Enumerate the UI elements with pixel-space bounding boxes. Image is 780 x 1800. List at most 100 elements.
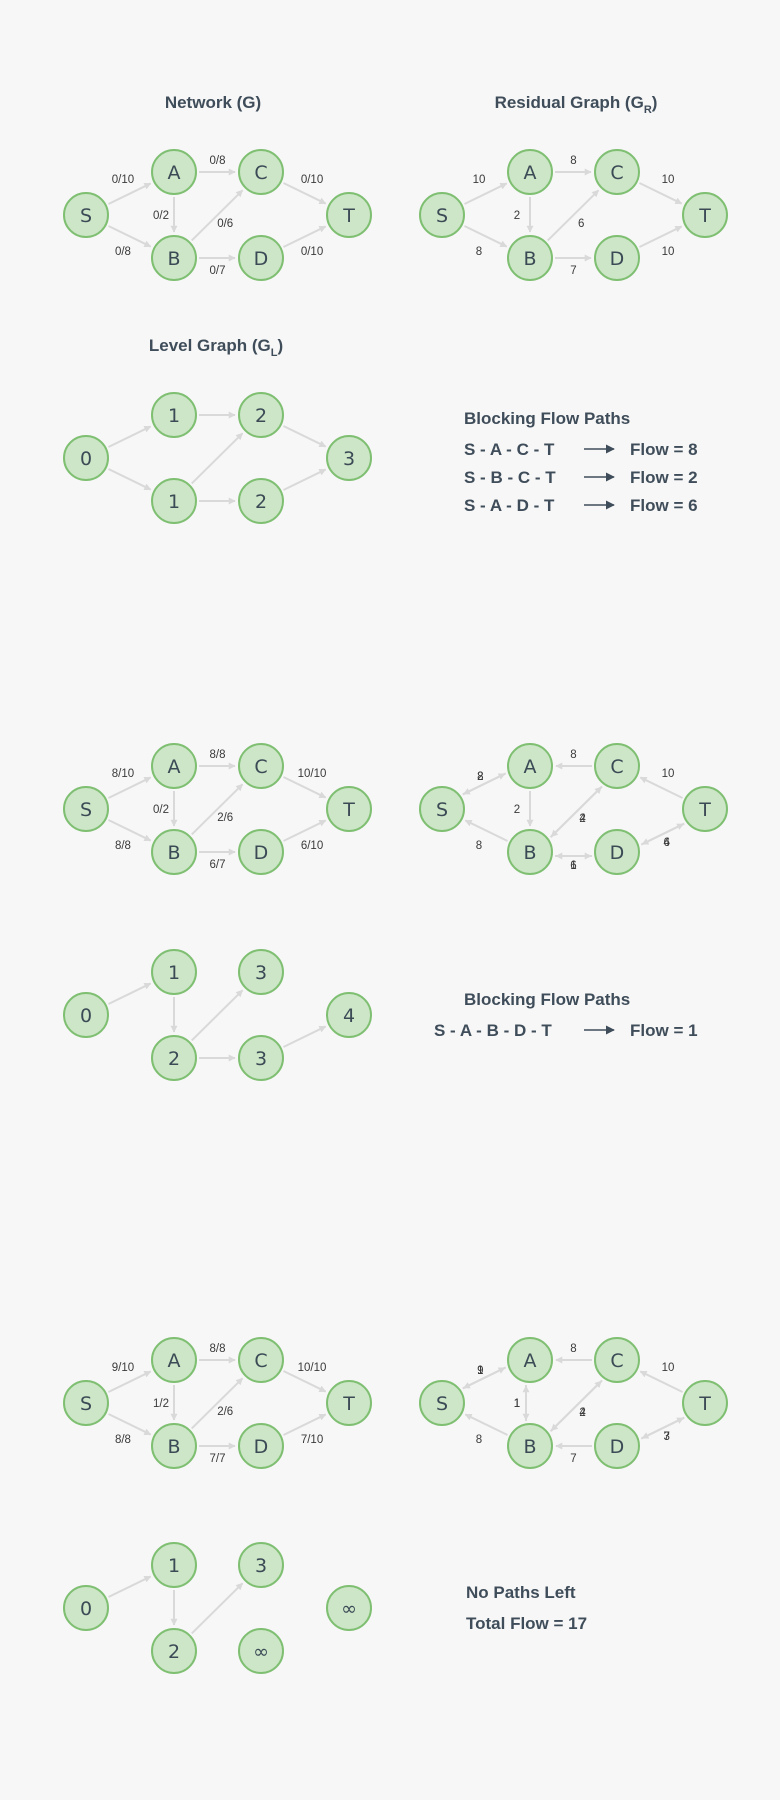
node-B-label: B [167, 1436, 180, 1458]
edge-D-T [283, 1413, 327, 1436]
node-D-label: 3 [255, 1048, 267, 1070]
node-S-label: S [436, 799, 448, 821]
node-C-circle [594, 743, 640, 789]
node-S: S [63, 1380, 109, 1426]
edge-label-S-A: 8/10 [112, 768, 134, 780]
node-D-circle [238, 478, 284, 524]
node-C: 3 [238, 949, 284, 995]
node-C-label: C [254, 756, 267, 778]
node-S: S [63, 192, 109, 238]
node-D-circle [594, 1423, 640, 1469]
edge-S-A [108, 425, 152, 448]
node-S-circle [63, 192, 109, 238]
node-T-label: 4 [343, 1005, 355, 1027]
panel-1-flow-1: Flow = 8 [630, 440, 698, 459]
node-A-circle [151, 743, 197, 789]
node-D-circle [238, 1035, 284, 1081]
edge-label-B-S: 8 [476, 840, 482, 852]
graph-1-level: 0 1 1 2 2 3 [63, 392, 372, 524]
edge-label-D-T: 7/10 [301, 1434, 323, 1446]
graph-3-network: 9/10 8/8 8/8 1/2 2/6 7/7 10/10 7/10 S A B C D T [63, 1337, 372, 1469]
edge-label-B-D: 7/7 [210, 1453, 226, 1465]
node-S-label: S [436, 1393, 448, 1415]
edge-label-A-B: 1/2 [153, 1398, 169, 1410]
node-C-circle [594, 1337, 640, 1383]
node-B: 2 [151, 1035, 197, 1081]
node-B: B [151, 235, 197, 281]
node-B-circle [151, 478, 197, 524]
panel-1-path-3: S - A - D - T [464, 496, 555, 515]
node-A: 1 [151, 1542, 197, 1588]
edge-B-C [191, 783, 244, 836]
edge-label-A-C: 8 [570, 155, 576, 167]
edge-D-T [283, 225, 327, 248]
edge-label-T-C: 10 [662, 1362, 675, 1374]
node-D-circle [594, 235, 640, 281]
node-A: A [507, 149, 553, 195]
edge-label-C-T: 10 [662, 174, 675, 186]
node-D: 3 [238, 1035, 284, 1081]
level-title-tail: ) [277, 336, 283, 355]
node-C-label: C [610, 756, 623, 778]
edge-label-S-A: 10 [473, 174, 486, 186]
edge-B-S [464, 1413, 508, 1436]
edge-label-A-B: 2 [514, 210, 520, 222]
edge-S-B [464, 225, 508, 248]
node-S: S [419, 1380, 465, 1426]
edge-S-B [108, 819, 152, 842]
blocking-flow-panel-1: Blocking Flow Paths S - A - C - T Flow =… [464, 409, 698, 515]
node-C: C [594, 743, 640, 789]
node-B-label: 1 [168, 491, 180, 513]
panel-1-title: Blocking Flow Paths [464, 409, 630, 428]
node-C: C [594, 1337, 640, 1383]
edge-C-B [550, 1379, 603, 1432]
node-D-label: D [254, 248, 269, 270]
node-D-circle [238, 235, 284, 281]
node-B: B [507, 1423, 553, 1469]
residual-title-main: Residual Graph (G [495, 93, 644, 112]
node-B-circle [151, 829, 197, 875]
edge-label-A-C: 8/8 [210, 1343, 226, 1355]
graph-3-level: 0 1 2 3 ∞ ∞ [63, 1542, 372, 1674]
node-C-label: C [610, 162, 623, 184]
result-panel: No Paths Left Total Flow = 17 [466, 1583, 587, 1633]
node-B-circle [507, 235, 553, 281]
graph-2-network: 8/10 8/8 8/8 0/2 2/6 6/7 10/10 6/10 S A B C D T [63, 743, 372, 875]
node-S-label: 0 [80, 1598, 92, 1620]
node-T: 4 [326, 992, 372, 1038]
node-T: 3 [326, 435, 372, 481]
node-T-circle [326, 192, 372, 238]
node-T-circle [326, 1585, 372, 1631]
node-B-circle [507, 1423, 553, 1469]
node-S-label: 0 [80, 448, 92, 470]
node-T-label: T [342, 1393, 355, 1415]
level-title: Level Graph (GL) [149, 336, 283, 359]
node-C-circle [238, 1542, 284, 1588]
node-A-circle [507, 149, 553, 195]
node-C-label: C [610, 1350, 623, 1372]
edge-C-T [283, 425, 327, 448]
edge-label-C-A: 8 [570, 749, 576, 761]
node-A-label: A [168, 162, 181, 184]
node-B: 1 [151, 478, 197, 524]
edge-S-A [108, 982, 152, 1005]
panel-1-path-1: S - A - C - T [464, 440, 555, 459]
edge-label-D-B: 7 [570, 1453, 576, 1465]
edge-B-C [191, 432, 244, 485]
node-S-circle [419, 192, 465, 238]
node-D: D [238, 1423, 284, 1469]
node-S-circle [63, 1585, 109, 1631]
node-A: A [507, 743, 553, 789]
edge-C-T [283, 776, 327, 799]
node-A: 1 [151, 949, 197, 995]
level-title-sub: L [271, 347, 278, 359]
node-A-label: A [524, 162, 537, 184]
edge-label-D-T: 0/10 [301, 246, 323, 258]
node-B-label: B [523, 842, 536, 864]
node-B-circle [507, 829, 553, 875]
node-B-label: B [167, 842, 180, 864]
node-D-label: ∞ [253, 1641, 269, 1663]
